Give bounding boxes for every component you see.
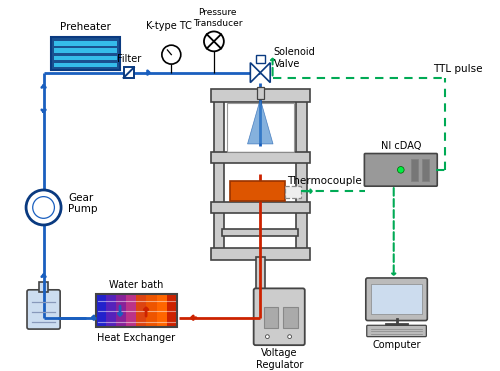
FancyBboxPatch shape [364, 154, 437, 186]
Text: Heat Exchanger: Heat Exchanger [97, 333, 176, 343]
Text: Thermocouple: Thermocouple [287, 177, 362, 187]
Polygon shape [260, 63, 270, 83]
Bar [156, 294, 167, 327]
Bar [230, 181, 285, 201]
Circle shape [398, 167, 404, 173]
Bar [264, 307, 278, 328]
Circle shape [26, 190, 61, 225]
Bar [257, 87, 264, 99]
Circle shape [204, 32, 224, 51]
Text: NI cDAQ: NI cDAQ [380, 141, 421, 151]
Bar [371, 284, 422, 314]
Bar [136, 294, 146, 327]
Bar [256, 55, 265, 63]
Bar [39, 282, 48, 292]
Bar [284, 307, 298, 328]
Circle shape [162, 45, 181, 64]
Bar [96, 294, 106, 327]
Bar [146, 294, 156, 327]
Bar [54, 49, 117, 53]
Circle shape [266, 335, 270, 338]
Bar [214, 99, 224, 251]
Text: K-type TC: K-type TC [146, 21, 192, 31]
Bar [411, 159, 418, 181]
Bar [96, 294, 177, 327]
Text: Computer: Computer [372, 341, 421, 351]
Bar [210, 152, 310, 163]
Text: Solenoid
Valve: Solenoid Valve [274, 47, 316, 69]
Bar [210, 202, 310, 213]
Bar [210, 89, 310, 102]
Bar [51, 37, 120, 70]
Bar [126, 294, 136, 327]
Bar [422, 159, 428, 181]
Bar [210, 248, 310, 260]
Bar [124, 68, 134, 78]
Bar [54, 42, 117, 46]
Text: TTL pulse: TTL pulse [433, 63, 482, 73]
Bar [222, 229, 298, 236]
Circle shape [288, 335, 292, 338]
FancyBboxPatch shape [366, 278, 428, 321]
Text: Gear
Pump: Gear Pump [68, 193, 98, 214]
FancyBboxPatch shape [254, 288, 305, 345]
FancyBboxPatch shape [366, 325, 426, 336]
Bar [226, 103, 294, 152]
FancyBboxPatch shape [27, 290, 60, 329]
Polygon shape [250, 63, 260, 83]
Text: Voltage
Regulator: Voltage Regulator [256, 348, 303, 370]
Bar [54, 63, 117, 67]
Bar [54, 56, 117, 60]
Text: Filter: Filter [116, 54, 141, 63]
Text: Pressure
Transducer: Pressure Transducer [193, 8, 242, 28]
Text: Water bath: Water bath [109, 280, 164, 290]
Bar [116, 294, 126, 327]
Polygon shape [248, 99, 273, 144]
Bar [285, 186, 300, 198]
Bar [256, 257, 264, 303]
Bar [106, 294, 116, 327]
Text: Preheater: Preheater [60, 22, 111, 32]
Bar [296, 99, 306, 251]
Bar [167, 294, 177, 327]
